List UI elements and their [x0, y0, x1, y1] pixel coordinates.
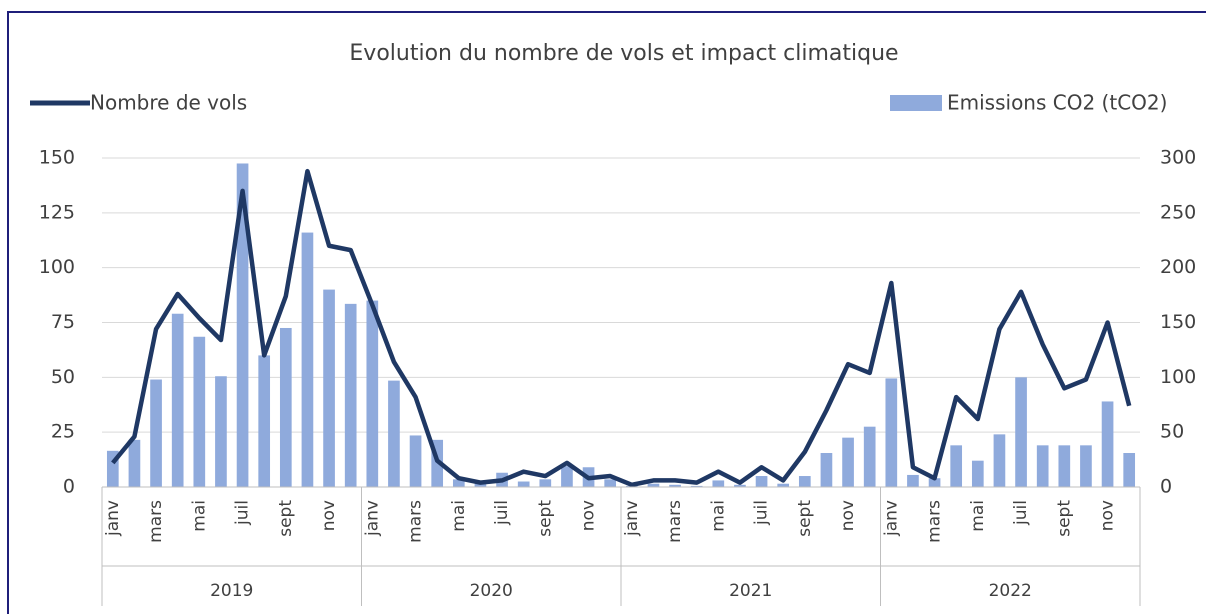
- x-tick-label: juil: [233, 500, 253, 526]
- x-tick-label: mai: [968, 500, 988, 532]
- bar: [950, 445, 963, 487]
- x-tick-label: mars: [406, 500, 426, 543]
- bar: [820, 453, 833, 487]
- bar: [452, 479, 465, 487]
- bar: [193, 336, 206, 487]
- bar: [301, 232, 314, 487]
- y2-tick-label: 300: [1160, 147, 1196, 169]
- y2-tick-label: 100: [1160, 366, 1196, 388]
- group-label: 2022: [989, 581, 1032, 601]
- x-tick-label: janv: [881, 500, 901, 537]
- y2-tick-label: 200: [1160, 256, 1196, 278]
- bar: [323, 289, 335, 487]
- bar: [928, 478, 941, 487]
- x-tick-label: sept: [276, 500, 296, 537]
- bar: [798, 476, 811, 487]
- bar: [755, 476, 768, 487]
- bar: [150, 379, 162, 487]
- x-tick-label: juil: [1011, 500, 1031, 526]
- y-tick-label: 25: [51, 421, 75, 443]
- group-label: 2019: [210, 581, 253, 601]
- group-label: 2021: [729, 581, 772, 601]
- bar: [1058, 445, 1071, 487]
- bar: [734, 484, 746, 487]
- chart-title: Evolution du nombre de vols et impact cl…: [349, 41, 898, 66]
- x-tick-label: mars: [146, 500, 166, 543]
- x-tick-label: sept: [1054, 500, 1074, 537]
- x-tick-label: nov: [1098, 500, 1118, 531]
- bar: [1015, 377, 1027, 487]
- x-tick-label: mai: [708, 500, 728, 532]
- bar: [712, 480, 725, 487]
- bar: [171, 313, 184, 487]
- y-tick-label: 125: [39, 201, 75, 223]
- x-tick-label: mai: [449, 500, 469, 532]
- x-tick-label: nov: [319, 500, 339, 531]
- x-tick-label: juil: [492, 500, 512, 526]
- x-tick-label: sept: [535, 500, 555, 537]
- bar: [669, 484, 681, 487]
- legend-label: Nombre de vols: [90, 91, 247, 115]
- bar: [690, 485, 703, 487]
- y2-tick-label: 50: [1160, 421, 1184, 443]
- x-tick-label: mars: [665, 500, 685, 543]
- x-tick-label: nov: [579, 500, 599, 531]
- y-tick-label: 150: [39, 147, 75, 169]
- group-label: 2020: [470, 581, 513, 601]
- x-tick-label: nov: [838, 500, 858, 531]
- legend-bar-swatch: [890, 95, 942, 111]
- bar: [344, 303, 357, 487]
- y-tick-label: 0: [63, 476, 75, 498]
- bar: [907, 474, 919, 487]
- bar: [539, 479, 552, 487]
- x-tick-label: mai: [189, 500, 209, 532]
- bar: [128, 439, 141, 487]
- x-tick-label: juil: [752, 500, 772, 526]
- y-tick-label: 50: [51, 366, 75, 388]
- bar: [474, 483, 487, 487]
- bar: [647, 483, 660, 487]
- x-tick-label: janv: [622, 500, 642, 537]
- bar: [106, 450, 119, 487]
- x-tick-label: mars: [925, 500, 945, 543]
- bar: [604, 479, 617, 487]
- line: [111, 168, 1132, 488]
- bar: [1080, 445, 1092, 487]
- x-tick-label: sept: [795, 500, 815, 537]
- bar: [236, 163, 249, 487]
- bar: [388, 380, 400, 487]
- y2-tick-label: 0: [1160, 476, 1172, 498]
- legend-label: Emissions CO2 (tCO2): [947, 91, 1167, 115]
- bar: [258, 355, 271, 487]
- bar: [1123, 453, 1136, 487]
- bar: [885, 378, 898, 487]
- bar: [1101, 401, 1114, 487]
- bar: [777, 483, 790, 487]
- bar: [561, 466, 573, 487]
- bar: [366, 300, 379, 487]
- chart-frame: [7, 11, 1206, 614]
- bar: [1036, 445, 1049, 487]
- bar: [842, 437, 854, 487]
- y2-tick-label: 150: [1160, 311, 1196, 333]
- bar: [215, 376, 227, 487]
- y2-tick-label: 250: [1160, 201, 1196, 223]
- bar: [279, 327, 292, 487]
- x-tick-label: janv: [362, 500, 382, 537]
- bar: [863, 426, 876, 487]
- x-tick-label: janv: [103, 500, 123, 537]
- bar: [971, 460, 984, 487]
- bar: [517, 481, 530, 487]
- bar: [409, 435, 422, 487]
- y-tick-label: 100: [39, 256, 75, 278]
- bar: [993, 434, 1006, 487]
- y-tick-label: 75: [51, 311, 75, 333]
